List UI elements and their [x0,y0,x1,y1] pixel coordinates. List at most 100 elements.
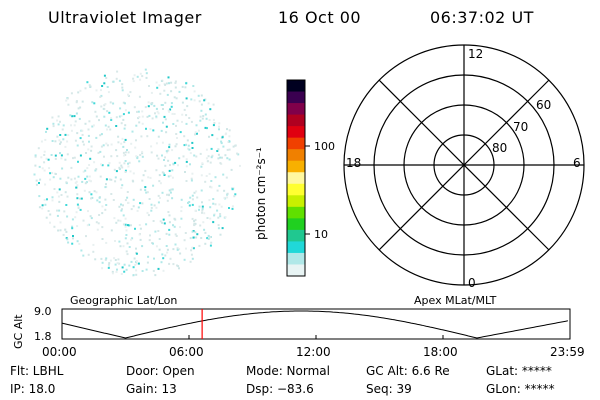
image-pixel [163,115,166,118]
image-pixel [79,106,82,109]
image-pixel [138,233,141,236]
image-pixel [162,121,164,124]
image-pixel [167,211,170,213]
image-pixel [59,229,62,232]
image-pixel [135,155,138,158]
image-pixel [212,198,215,200]
image-pixel [174,82,177,84]
image-pixel [225,132,228,135]
image-pixel [104,186,107,189]
image-pixel [184,232,187,234]
alt-xtick-00: 00:00 [42,345,77,359]
image-pixel [108,178,111,181]
image-pixel [208,135,210,138]
image-pixel [153,204,156,207]
image-pixel [122,113,125,116]
image-pixel [57,123,60,126]
image-pixel [95,168,98,171]
image-pixel [150,145,153,148]
polar-label-18: 18 [346,156,362,170]
image-pixel [99,134,102,137]
image-pixel [220,205,223,208]
image-pixel [168,214,171,217]
image-pixel [176,137,178,139]
alt-ytick-1-8: 1.8 [34,330,52,343]
image-pixel [135,139,137,142]
image-pixel [198,208,200,211]
uv-image-disk [33,68,241,277]
image-pixel [216,150,219,152]
image-pixel [87,148,90,151]
info-glon: GLon: ***** [486,382,555,396]
image-pixel [134,146,137,149]
image-pixel [138,160,141,163]
image-pixel [158,180,161,183]
image-pixel [139,202,142,205]
image-pixel [104,198,107,201]
image-pixel [185,114,188,117]
image-pixel [82,170,85,173]
image-pixel [115,116,118,119]
image-pixel [73,115,76,118]
image-pixel [128,264,131,267]
image-pixel [76,225,79,228]
alt-ytick-9: 9.0 [34,305,52,318]
image-pixel [194,131,197,134]
image-pixel [225,176,228,179]
image-pixel [79,197,82,200]
image-pixel [148,239,151,242]
polar-label-12: 12 [468,47,484,61]
image-pixel [75,186,78,189]
image-pixel [145,127,147,130]
image-pixel [124,109,127,112]
image-pixel [150,151,153,154]
image-pixel [182,155,185,158]
image-pixel [67,241,70,244]
image-pixel [168,221,171,224]
image-pixel [185,97,188,100]
polar-ring-label-80: 80 [492,141,508,155]
image-pixel [204,180,207,183]
image-pixel [114,259,117,261]
image-pixel [191,257,194,260]
image-pixel [219,213,222,215]
image-pixel [171,169,174,172]
image-pixel [133,106,136,109]
image-pixel [135,262,138,265]
image-pixel [218,184,221,187]
image-pixel [176,247,179,250]
image-pixel [120,114,123,117]
image-pixel [75,112,78,115]
image-pixel [145,191,148,194]
info-ip: IP: 18.0 [10,382,56,396]
image-pixel [94,169,97,172]
image-pixel [186,105,189,108]
image-pixel [144,169,147,172]
image-pixel [168,169,171,172]
image-pixel [185,180,188,182]
image-pixel [132,266,135,269]
image-pixel [193,99,196,102]
image-pixel [132,205,135,208]
image-pixel [130,260,133,263]
image-pixel [141,75,144,78]
image-pixel [232,145,235,148]
image-pixel [139,188,142,191]
image-pixel [149,234,151,237]
image-pixel [181,113,184,116]
image-pixel [135,269,138,272]
image-pixel [228,148,231,151]
image-pixel [49,178,52,181]
image-pixel [152,242,154,245]
image-pixel [105,178,108,181]
image-pixel [226,157,229,160]
image-pixel [118,262,121,265]
image-pixel [133,74,136,77]
image-pixel [170,102,173,105]
image-pixel [191,198,194,201]
image-pixel [161,154,163,157]
image-pixel [154,274,157,277]
image-pixel [110,193,113,195]
image-pixel [127,93,129,96]
